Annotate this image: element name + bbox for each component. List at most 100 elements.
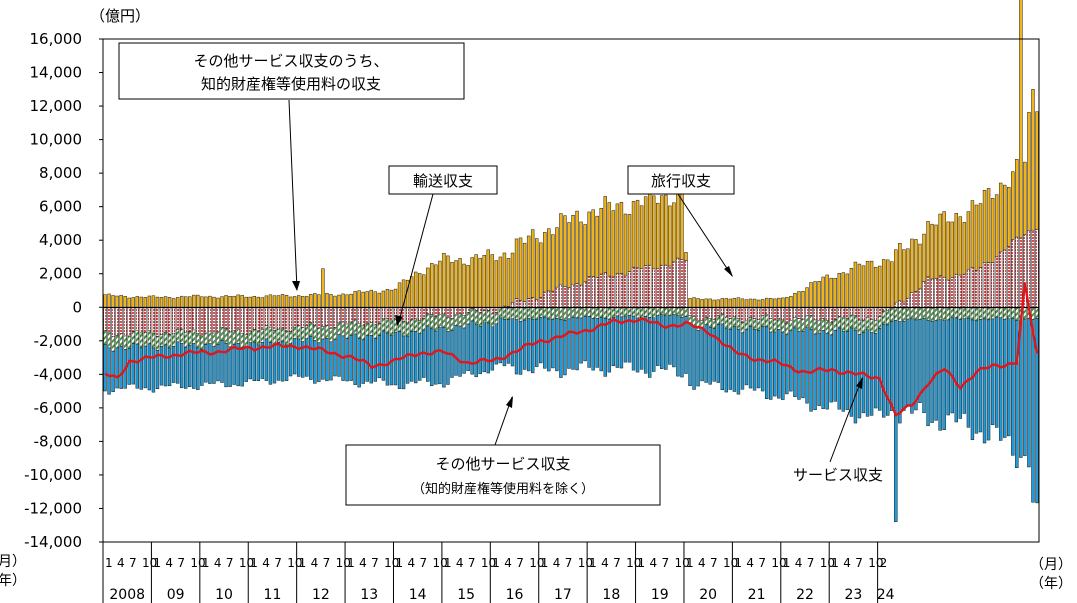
bar-ip [769, 307, 773, 319]
bar-other [740, 332, 745, 390]
bar-transport [405, 322, 410, 337]
bar-travel [353, 291, 357, 308]
bar-transport [369, 322, 373, 336]
bar-transport [490, 313, 495, 328]
bar-travel [845, 273, 850, 308]
bar-ip [454, 307, 458, 316]
bar-travel [724, 298, 729, 308]
month-tick-label: 10 [239, 556, 254, 570]
bar-ip [898, 300, 902, 308]
bar-other [276, 341, 281, 381]
bar-other [643, 316, 648, 374]
bar-travel [252, 295, 256, 308]
bar-transport [184, 331, 188, 348]
bar-transport [668, 307, 672, 316]
bar-transport [785, 322, 789, 336]
bar-travel [829, 277, 833, 308]
month-tick-label: 1 [638, 556, 646, 570]
bar-other [607, 318, 612, 373]
bar-travel [216, 297, 220, 308]
bar-travel [950, 221, 954, 278]
bar-ip [777, 307, 781, 319]
bar-travel [369, 289, 373, 308]
bar-ip [676, 257, 680, 308]
bar-travel [607, 202, 612, 277]
bar-travel [922, 233, 926, 282]
bar-other [660, 314, 664, 369]
bar-travel [345, 294, 349, 308]
bar-transport [559, 307, 563, 320]
bar-travel [192, 294, 196, 308]
bar-travel [934, 224, 938, 279]
bar-transport [111, 336, 115, 352]
bar-other [200, 348, 204, 386]
bar-transport [204, 332, 208, 345]
bar-travel [652, 195, 656, 270]
bar-other [982, 318, 987, 444]
bar-ip [337, 307, 341, 324]
bar-other [474, 324, 478, 378]
bar-transport [781, 319, 785, 333]
bar-ip [845, 307, 850, 319]
bar-transport [906, 307, 910, 320]
bar-travel [438, 260, 442, 308]
bar-other [789, 330, 793, 392]
bar-transport [280, 327, 285, 342]
bar-travel [886, 259, 890, 308]
bar-ip [571, 283, 575, 308]
bar-ip [994, 256, 999, 308]
bar-travel [833, 278, 837, 308]
month-tick-label: 4 [311, 556, 319, 570]
year-tick-label: 12 [312, 587, 330, 603]
y-tick-label: 4,000 [39, 231, 82, 249]
bar-ip [171, 307, 176, 335]
month-tick-label: 10 [771, 556, 786, 570]
bar-other [575, 317, 579, 371]
month-tick-label: 4 [553, 556, 561, 570]
bar-travel [127, 297, 131, 308]
bar-travel [111, 295, 115, 308]
bar-travel [470, 257, 474, 308]
bar-ip [510, 302, 515, 308]
bar-transport [873, 320, 878, 334]
bar-travel [978, 203, 983, 268]
bar-transport [510, 307, 515, 319]
bar-other [1003, 319, 1007, 438]
bar-transport [869, 319, 874, 333]
bar-ip [1019, 237, 1023, 308]
bar-ip [942, 276, 946, 308]
bar-travel [305, 296, 309, 308]
bar-ip [385, 307, 390, 320]
bar-ip [329, 307, 333, 329]
bar-travel [942, 211, 946, 278]
bar-transport [978, 307, 983, 320]
bar-transport [309, 322, 313, 337]
bar-other [684, 316, 688, 374]
bar-travel [389, 289, 394, 308]
bar-ip [752, 307, 757, 319]
bar-transport [627, 307, 632, 316]
month-tick-label: 1 [831, 556, 839, 570]
bar-transport [680, 307, 684, 318]
bar-transport [498, 307, 503, 319]
bar-other [672, 314, 676, 368]
bar-transport [793, 317, 797, 329]
bar-transport [696, 320, 700, 331]
bar-travel [930, 223, 934, 280]
bar-other [555, 318, 559, 372]
month-tick-label: 4 [746, 556, 754, 570]
bar-transport [704, 317, 708, 326]
year-tick-label: 20 [699, 587, 717, 603]
bar-transport [631, 307, 636, 317]
bar-transport [970, 307, 975, 321]
bar-travel [994, 194, 999, 258]
month-tick-label: 4 [843, 556, 851, 570]
bar-transport [135, 329, 139, 345]
bar-other [260, 342, 265, 379]
bar-transport [837, 315, 841, 329]
bar-ip [986, 262, 991, 308]
bar-ip [518, 299, 523, 308]
bar-ip [111, 307, 115, 338]
bar-transport [159, 334, 164, 347]
bar-other [559, 319, 563, 378]
